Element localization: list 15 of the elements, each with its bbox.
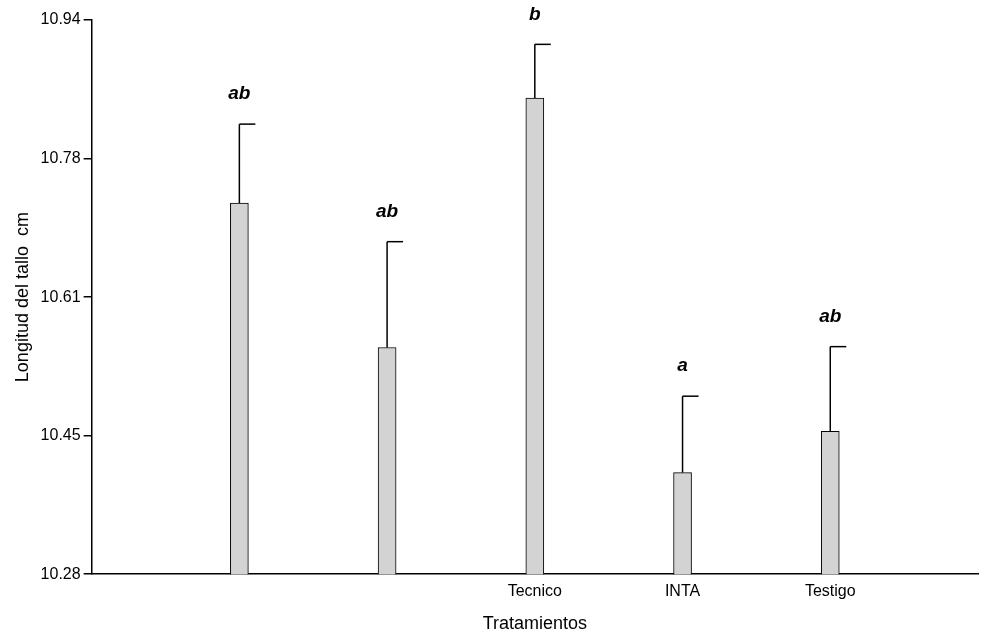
x-axis-title: Tratamientos	[482, 613, 588, 634]
y-tick-label: 10.78	[40, 148, 81, 166]
annotation: a	[677, 354, 689, 376]
y-axis-title: Longitud del tallo cm	[11, 212, 32, 383]
x-tick-label: INTA	[664, 582, 701, 600]
annotation: ab	[376, 199, 399, 221]
annotation: b	[529, 2, 542, 24]
y-tick-label: 10.45	[40, 426, 81, 444]
y-tick-label: 10.94	[40, 10, 81, 28]
x-tick-label: Testigo	[804, 582, 856, 600]
annotation: ab	[819, 304, 842, 326]
y-tick-label: 10.28	[40, 564, 81, 582]
annotation: ab	[228, 82, 251, 104]
x-tick-label: Tecnico	[507, 582, 563, 600]
y-tick-label: 10.61	[40, 287, 81, 305]
